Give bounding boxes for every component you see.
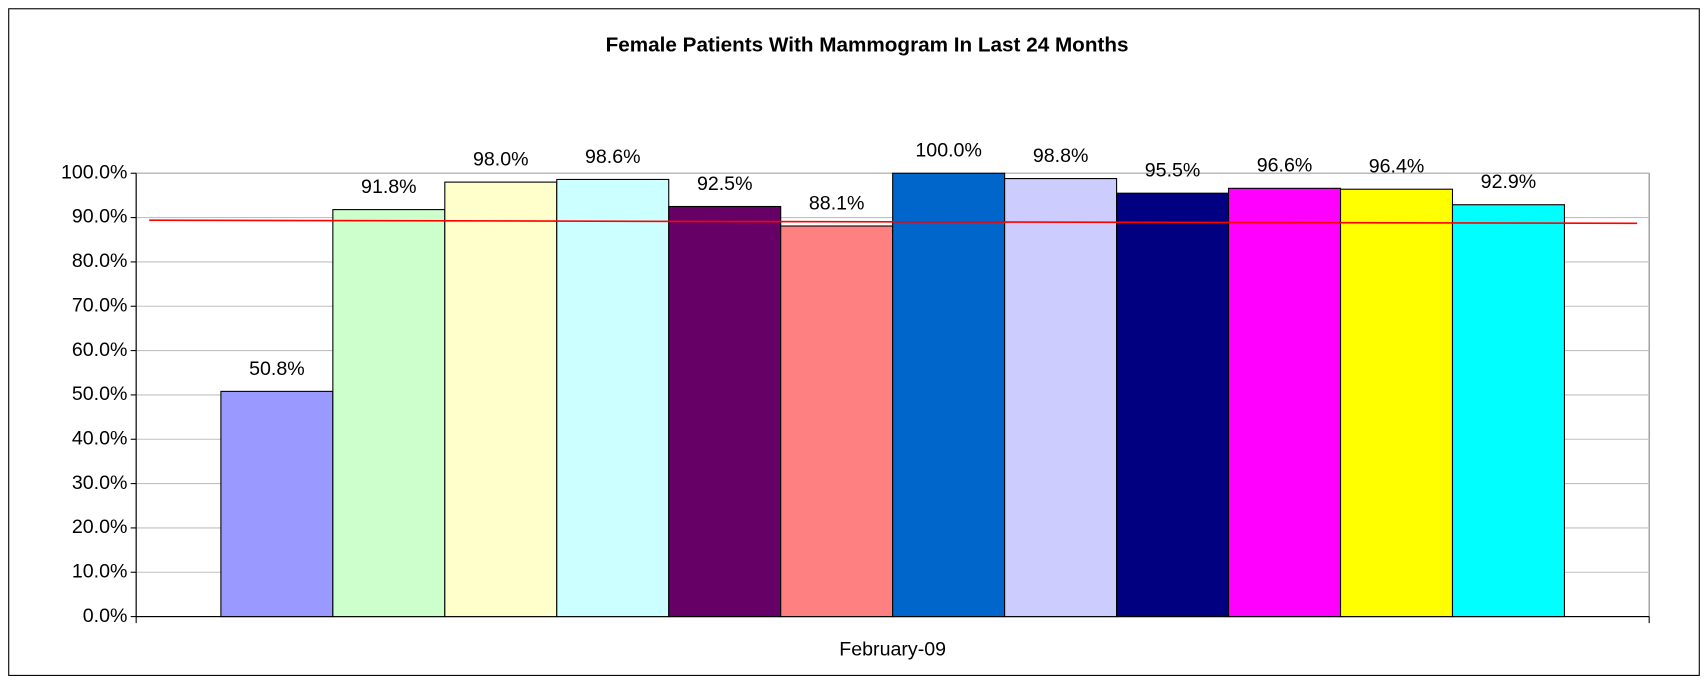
data-label: 100.0%: [915, 140, 981, 162]
data-label: 50.8%: [249, 358, 305, 380]
y-tick-label: 70.0%: [72, 294, 128, 316]
data-label: 92.9%: [1481, 171, 1537, 193]
data-label: 96.6%: [1257, 155, 1313, 177]
bar: [1451, 204, 1565, 618]
chart-title: Female Patients With Mammogram In Last 2…: [606, 33, 1129, 56]
bar: [1339, 188, 1454, 618]
y-tick-label: 0.0%: [83, 605, 128, 627]
reference-line: [149, 219, 1638, 225]
data-label: 88.1%: [809, 192, 865, 214]
y-tick-label: 40.0%: [72, 427, 128, 449]
bar: [220, 390, 334, 618]
y-tick-label: 20.0%: [72, 516, 128, 538]
bar: [780, 225, 894, 618]
bar: [1228, 187, 1342, 618]
y-tick-label: 30.0%: [72, 472, 128, 494]
bar: [1004, 178, 1118, 618]
data-label: 96.4%: [1369, 156, 1425, 178]
y-tick-label: 100.0%: [61, 161, 127, 183]
y-tick-label: 10.0%: [72, 560, 128, 582]
data-label: 95.5%: [1145, 160, 1201, 182]
y-tick-label: 80.0%: [72, 250, 128, 272]
y-tick-label: 50.0%: [72, 383, 128, 405]
bar: [668, 205, 782, 618]
bar: [1116, 192, 1230, 618]
data-label: 98.8%: [1033, 145, 1089, 167]
bar: [332, 209, 446, 618]
bar: [556, 178, 670, 618]
data-label: 98.0%: [473, 149, 529, 171]
bar: [892, 172, 1006, 618]
y-tick-label: 90.0%: [72, 206, 128, 228]
data-label: 91.8%: [361, 176, 417, 198]
x-tick-label: February-09: [839, 639, 946, 661]
data-label: 98.6%: [585, 146, 641, 168]
data-label: 92.5%: [697, 173, 753, 195]
bar: [444, 181, 558, 618]
y-tick-label: 60.0%: [72, 339, 128, 361]
